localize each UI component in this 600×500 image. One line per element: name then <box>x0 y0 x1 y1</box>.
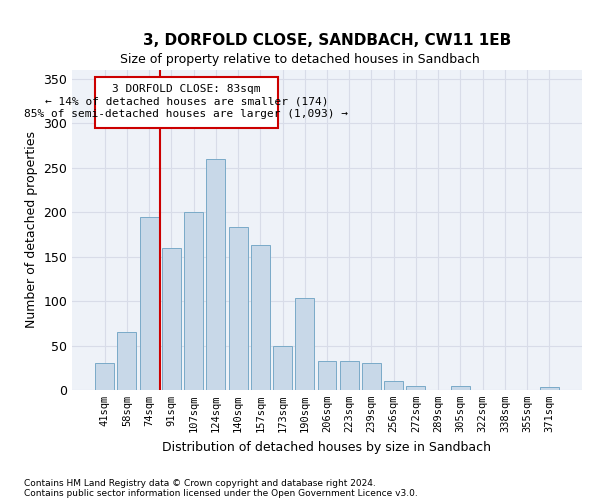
Bar <box>384 381 403 390</box>
Bar <box>251 245 270 390</box>
Bar <box>406 386 425 390</box>
Bar <box>340 360 359 390</box>
Bar <box>206 159 225 390</box>
Bar <box>95 364 114 390</box>
Bar <box>540 388 559 390</box>
Bar <box>229 228 248 390</box>
Text: Contains public sector information licensed under the Open Government Licence v3: Contains public sector information licen… <box>24 488 418 498</box>
Bar <box>451 386 470 390</box>
Bar <box>140 216 158 390</box>
Bar <box>95 77 278 128</box>
Text: ← 14% of detached houses are smaller (174): ← 14% of detached houses are smaller (17… <box>44 96 328 106</box>
Bar <box>295 298 314 390</box>
Text: 3 DORFOLD CLOSE: 83sqm: 3 DORFOLD CLOSE: 83sqm <box>112 84 260 94</box>
Bar <box>118 332 136 390</box>
Bar <box>162 248 181 390</box>
Text: Size of property relative to detached houses in Sandbach: Size of property relative to detached ho… <box>120 52 480 66</box>
Bar <box>184 212 203 390</box>
Text: Contains HM Land Registry data © Crown copyright and database right 2024.: Contains HM Land Registry data © Crown c… <box>24 478 376 488</box>
Bar <box>317 360 337 390</box>
Bar <box>362 364 381 390</box>
Title: 3, DORFOLD CLOSE, SANDBACH, CW11 1EB: 3, DORFOLD CLOSE, SANDBACH, CW11 1EB <box>143 33 511 48</box>
Bar <box>273 346 292 390</box>
Text: 85% of semi-detached houses are larger (1,093) →: 85% of semi-detached houses are larger (… <box>25 109 349 119</box>
X-axis label: Distribution of detached houses by size in Sandbach: Distribution of detached houses by size … <box>163 440 491 454</box>
Y-axis label: Number of detached properties: Number of detached properties <box>25 132 38 328</box>
